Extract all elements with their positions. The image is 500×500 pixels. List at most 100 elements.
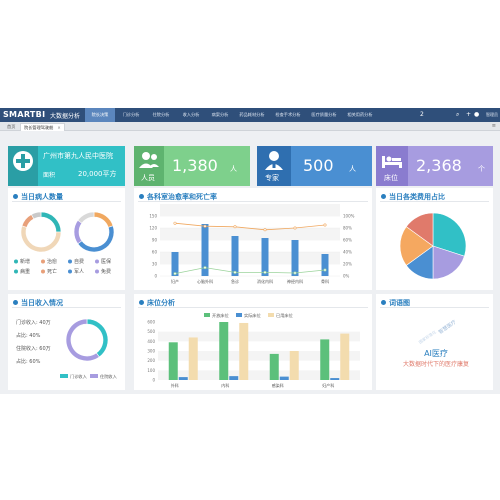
rate-bar <box>201 224 209 276</box>
rate-line-2 <box>174 267 326 274</box>
panel-rate-title-text: 各科室治愈率和死亡率 <box>147 193 217 201</box>
rate-line-point <box>293 271 297 275</box>
patients-legend-dot <box>14 269 18 274</box>
word-cloud-word: 智慧医疗 <box>437 318 457 335</box>
bed-x-tick: 妇产科 <box>322 382 334 388</box>
rate-grid-band <box>160 228 340 240</box>
experts-label: 专家 <box>265 174 279 182</box>
income-line: 门诊收入: 40万 <box>16 319 51 326</box>
rate-y-tick: 0 <box>154 274 157 279</box>
rate-line-point <box>233 270 237 274</box>
nav-badge[interactable]: 2 <box>420 111 424 118</box>
patients-legend-label: 免费 <box>101 268 111 275</box>
close-icon[interactable]: ✕ <box>57 125 61 130</box>
patients-legend-dot <box>68 269 72 274</box>
brand-subtitle: 大数据分析 <box>50 113 81 120</box>
dashboard-frame: SMARTBI 大数据分析 院长决策 门诊分析 住院分析 收入分析 病案分析 药品耗材分析… <box>0 108 500 394</box>
bed-legend-label: 实际床位 <box>244 312 261 319</box>
menu-icon[interactable]: ≡ <box>491 123 496 129</box>
rate-bar <box>291 240 299 276</box>
bed-grid-band <box>158 370 360 380</box>
rate-x-tick: 急诊 <box>231 278 239 284</box>
nav-item[interactable]: 医疗质量分析 <box>311 112 337 117</box>
top-navigation-bar: SMARTBI 大数据分析 院长决策 门诊分析 住院分析 收入分析 病案分析 药品耗材分析… <box>0 108 500 122</box>
panel-income-title: 当日收入情况 <box>13 298 63 308</box>
rate-y2-tick: 40% <box>343 250 352 255</box>
patients-legend-label: 自费 <box>74 258 84 265</box>
rate-line-point <box>233 225 237 229</box>
bed-legend-swatch <box>236 313 242 317</box>
patients-legend-dot <box>68 259 72 264</box>
tab-dashboard[interactable]: 院长管理驾驶舱 ✕ <box>20 123 65 131</box>
bed-y-tick: 600 <box>147 320 155 325</box>
nav-item[interactable]: 药品耗材分析 <box>239 112 265 117</box>
rate-grid-band <box>160 252 340 264</box>
bed-bar <box>320 339 330 380</box>
beds-label: 床位 <box>384 174 398 182</box>
nav-item[interactable]: 门诊分析 <box>122 112 140 117</box>
nav-item[interactable]: 检查手术分析 <box>275 112 301 117</box>
panel-patients-title: 当日病人数量 <box>13 192 63 202</box>
panel-patients: 当日病人数量 新增 治愈 自费 医保 病重 死亡 军人 免费 <box>8 188 125 290</box>
nav-item[interactable]: 病案分析 <box>211 112 229 117</box>
nav-item[interactable]: 相关用药分析 <box>347 112 373 117</box>
panel-rate-title: 各科室治愈率和死亡率 <box>139 192 217 202</box>
search-icon[interactable]: ⌕ <box>456 111 460 118</box>
kpi-beds-icon-box: 床位 <box>376 146 408 186</box>
user-icon[interactable]: ● <box>474 111 480 118</box>
patients-legend-dot <box>41 259 45 264</box>
bed-bar <box>229 376 239 380</box>
bed-x-tick: 外科 <box>171 382 179 388</box>
patients-legend-dot <box>41 269 45 274</box>
plus-cross-icon <box>13 151 33 171</box>
bed-bar <box>340 333 350 380</box>
kpi-experts-icon-box: 专家 <box>257 146 291 186</box>
hospital-name: 广州市第九人民中医院 <box>43 152 113 160</box>
income-line: 住院收入: 60万 <box>16 345 51 352</box>
staff-value: 1,380 <box>172 156 218 175</box>
tab-dashboard-label: 院长管理驾驶舱 <box>24 125 54 130</box>
panel-bed-chart: 床位分析 开放床位 实际床位 已用床位 0 100 200 300 400 500 600 外科 内科… <box>134 294 372 390</box>
panel-bed-title-text: 床位分析 <box>147 299 175 307</box>
income-line: 占比: 40% <box>16 332 41 339</box>
experts-value: 500 <box>303 156 334 175</box>
panel-rate-chart: 各科室治愈率和死亡率 病人数治愈率死亡率03060901201500%20%40… <box>134 188 372 290</box>
panel-income-title-text: 当日收入情况 <box>21 299 63 307</box>
rate-line-point <box>203 266 207 270</box>
rate-bar-line-chart: 病人数治愈率死亡率03060901201500%20%40%60%80%100%… <box>149 204 355 284</box>
nav-item[interactable]: 住院分析 <box>152 112 170 117</box>
rate-line-point <box>323 223 327 227</box>
panel-cost-title: 当日各类费用占比 <box>381 192 445 202</box>
rate-line-1 <box>174 222 326 231</box>
people-icon <box>139 152 159 168</box>
patients-donut-2-slice <box>93 211 114 228</box>
rate-y-tick: 60 <box>152 250 158 255</box>
kpi-hospital-icon-box <box>8 146 38 186</box>
bed-bar <box>168 342 178 380</box>
user-name[interactable]: 智理员 <box>486 112 498 117</box>
kpi-staff-icon-box: 人员 <box>134 146 164 186</box>
add-icon[interactable]: + <box>466 111 472 118</box>
nav-item[interactable]: 收入分析 <box>182 112 200 117</box>
patients-legend-label: 治愈 <box>47 258 57 265</box>
bed-x-tick: 感染科 <box>272 382 284 388</box>
kpi-beds-body: 2,368 个 <box>408 146 493 186</box>
tab-home[interactable]: 首页 <box>7 124 16 129</box>
patients-donut-1-slice <box>40 211 62 233</box>
income-legend-label: 住院收入 <box>100 373 118 380</box>
nav-item[interactable]: 院长决策 <box>85 108 115 122</box>
bed-y-tick: 500 <box>147 329 155 334</box>
rate-grid-band <box>160 204 340 216</box>
bed-bar <box>219 322 229 380</box>
word-cloud-word: 国家标准化 <box>417 328 437 344</box>
panel-cost: 当日各类费用占比 <box>376 188 493 290</box>
rate-y-tick: 30 <box>152 262 158 267</box>
word-cloud-word-sub: 大数据时代下的医疗康复 <box>403 360 469 368</box>
beds-unit: 个 <box>478 165 485 173</box>
bed-y-tick: 100 <box>147 368 155 373</box>
bed-grid-band <box>158 331 360 342</box>
rate-line-point <box>203 224 207 228</box>
kpi-beds: 床位 2,368 个 <box>376 146 493 186</box>
cost-pie-slice <box>405 212 434 247</box>
